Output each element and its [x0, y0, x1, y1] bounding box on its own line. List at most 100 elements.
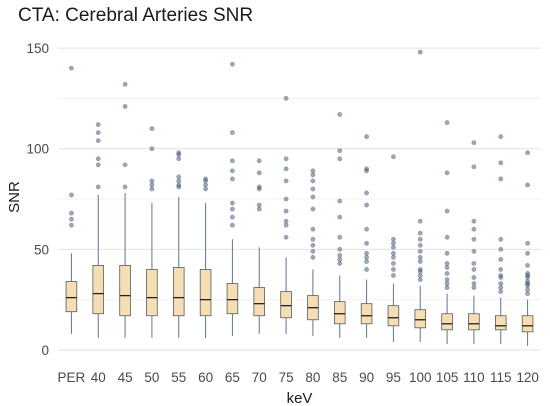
outlier-point — [283, 218, 289, 224]
box-iqr — [253, 287, 266, 317]
boxplot-110 — [468, 140, 480, 344]
outlier-point — [176, 174, 182, 180]
x-tick-label: 95 — [386, 370, 401, 385]
outlier-point — [444, 277, 450, 282]
outlier-point — [390, 260, 396, 266]
outlier-point — [471, 140, 477, 146]
outlier-point — [149, 178, 155, 184]
outlier-point — [229, 222, 235, 228]
boxplot-65 — [226, 61, 239, 336]
outlier-point — [337, 148, 343, 154]
y-tick-label: 100 — [26, 142, 49, 157]
outlier-point — [525, 279, 531, 284]
outlier-point — [337, 156, 343, 162]
outlier-point — [337, 256, 343, 262]
box-iqr — [119, 265, 131, 317]
outlier-point — [498, 267, 504, 272]
outlier-point — [122, 162, 128, 168]
outlier-point — [364, 226, 370, 232]
outlier-point — [390, 273, 396, 278]
box-iqr — [172, 267, 185, 317]
outlier-point — [471, 164, 477, 170]
outlier-point — [283, 234, 289, 240]
outlier-point — [525, 291, 531, 297]
y-tick-labels: 0 50 100 150 — [26, 41, 49, 358]
outlier-point — [390, 240, 396, 246]
outlier-point — [417, 248, 423, 254]
outlier-point — [229, 206, 235, 212]
outlier-point — [95, 130, 101, 136]
outlier-point — [229, 200, 235, 206]
outlier-point — [149, 126, 155, 132]
outlier-point — [417, 258, 423, 264]
outlier-point — [471, 226, 477, 232]
outlier-point — [498, 281, 504, 286]
outlier-point — [283, 156, 289, 162]
outlier-point — [95, 138, 101, 144]
outlier-point — [68, 65, 74, 71]
x-tick-labels: PER 40 45 50 55 60 65 70 75 80 85 90 95 100 105 110 115 1… — [58, 370, 539, 385]
outlier-point — [176, 156, 182, 162]
outlier-point — [256, 206, 262, 212]
boxplot-45 — [119, 81, 131, 338]
outlier-point — [310, 186, 316, 192]
boxplot-40 — [92, 122, 105, 338]
outlier-point — [337, 246, 343, 252]
outlier-point — [310, 172, 316, 178]
outlier-point — [95, 156, 101, 162]
outlier-point — [337, 214, 343, 220]
outlier-point — [283, 95, 289, 101]
outlier-point — [444, 260, 450, 266]
x-tick-label: 90 — [359, 370, 374, 385]
outlier-point — [390, 244, 396, 250]
outlier-point — [122, 103, 128, 109]
outlier-point — [337, 198, 343, 204]
outlier-point — [390, 250, 396, 256]
x-tick-label: 45 — [118, 370, 133, 385]
outlier-point — [229, 214, 235, 220]
outlier-point — [122, 81, 128, 87]
x-tick-label: 85 — [332, 370, 347, 385]
outlier-point — [417, 218, 423, 224]
x-tick-label: 105 — [436, 370, 459, 385]
outlier-point — [364, 258, 370, 264]
outlier-point — [444, 120, 450, 125]
outlier-point — [417, 236, 423, 242]
boxplot-100 — [414, 49, 427, 342]
outlier-point — [364, 166, 370, 172]
outlier-point — [229, 61, 235, 67]
outlier-point — [417, 49, 423, 55]
outlier-point — [390, 236, 396, 242]
outlier-point — [95, 162, 101, 168]
box-iqr — [199, 269, 212, 317]
outlier-point — [444, 264, 450, 270]
outlier-point — [390, 267, 396, 272]
outlier-point — [337, 252, 343, 258]
boxplots — [65, 49, 534, 346]
outlier-point — [498, 160, 504, 166]
x-tick-label: 100 — [409, 370, 432, 385]
outlier-point — [471, 281, 477, 286]
outlier-point — [525, 182, 531, 188]
x-tick-label: 110 — [463, 370, 485, 385]
outlier-point — [310, 178, 316, 184]
x-tick-label: 75 — [279, 370, 294, 385]
outlier-point — [364, 240, 370, 246]
outlier-point — [444, 208, 450, 214]
outlier-point — [283, 196, 289, 202]
boxplot-70 — [253, 158, 266, 334]
outlier-point — [337, 234, 343, 240]
x-tick-label: 60 — [198, 370, 213, 385]
outlier-point — [498, 256, 504, 262]
outlier-point — [310, 194, 316, 200]
x-tick-label: 50 — [144, 370, 159, 385]
x-tick-label: 80 — [305, 370, 320, 385]
outlier-point — [417, 273, 423, 278]
outlier-point — [444, 271, 450, 276]
y-axis-label: SNR — [6, 181, 23, 213]
x-tick-label: 115 — [490, 370, 512, 385]
outlier-point — [229, 168, 235, 174]
outlier-point — [417, 242, 423, 248]
